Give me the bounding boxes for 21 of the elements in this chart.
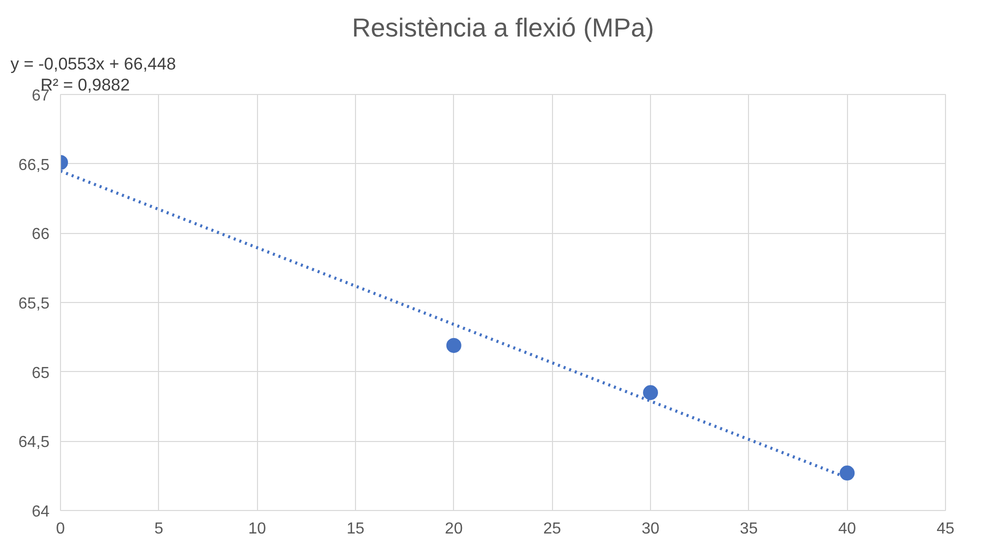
x-tick-label: 25 bbox=[543, 520, 562, 538]
text: y = -0,0553x + 66,448 bbox=[10, 54, 176, 74]
point bbox=[446, 338, 462, 353]
y-tick-label: 64 bbox=[32, 504, 50, 520]
point bbox=[840, 466, 855, 481]
point bbox=[643, 385, 658, 400]
x-tick-label: 20 bbox=[444, 520, 463, 538]
x-tick-label: 35 bbox=[740, 520, 758, 538]
y-tick-label: 65 bbox=[32, 364, 50, 382]
x-tick-label: 5 bbox=[154, 520, 164, 538]
x-tick-label: 10 bbox=[248, 520, 266, 538]
x-tick-label: 40 bbox=[838, 520, 856, 538]
x-tick-label: 15 bbox=[346, 520, 364, 538]
x-tick-label: 0 bbox=[56, 520, 66, 538]
chart-title: Resistència a flexió (MPa) bbox=[352, 12, 654, 42]
x-tick-label: 30 bbox=[642, 520, 660, 538]
y-tick-label: 66,5 bbox=[18, 156, 50, 174]
y-tick-label: 66 bbox=[32, 226, 50, 244]
y-tick-label: 64,5 bbox=[18, 434, 50, 452]
x-tick-label: 45 bbox=[936, 520, 954, 538]
y-tick-label: 65,5 bbox=[18, 296, 50, 312]
